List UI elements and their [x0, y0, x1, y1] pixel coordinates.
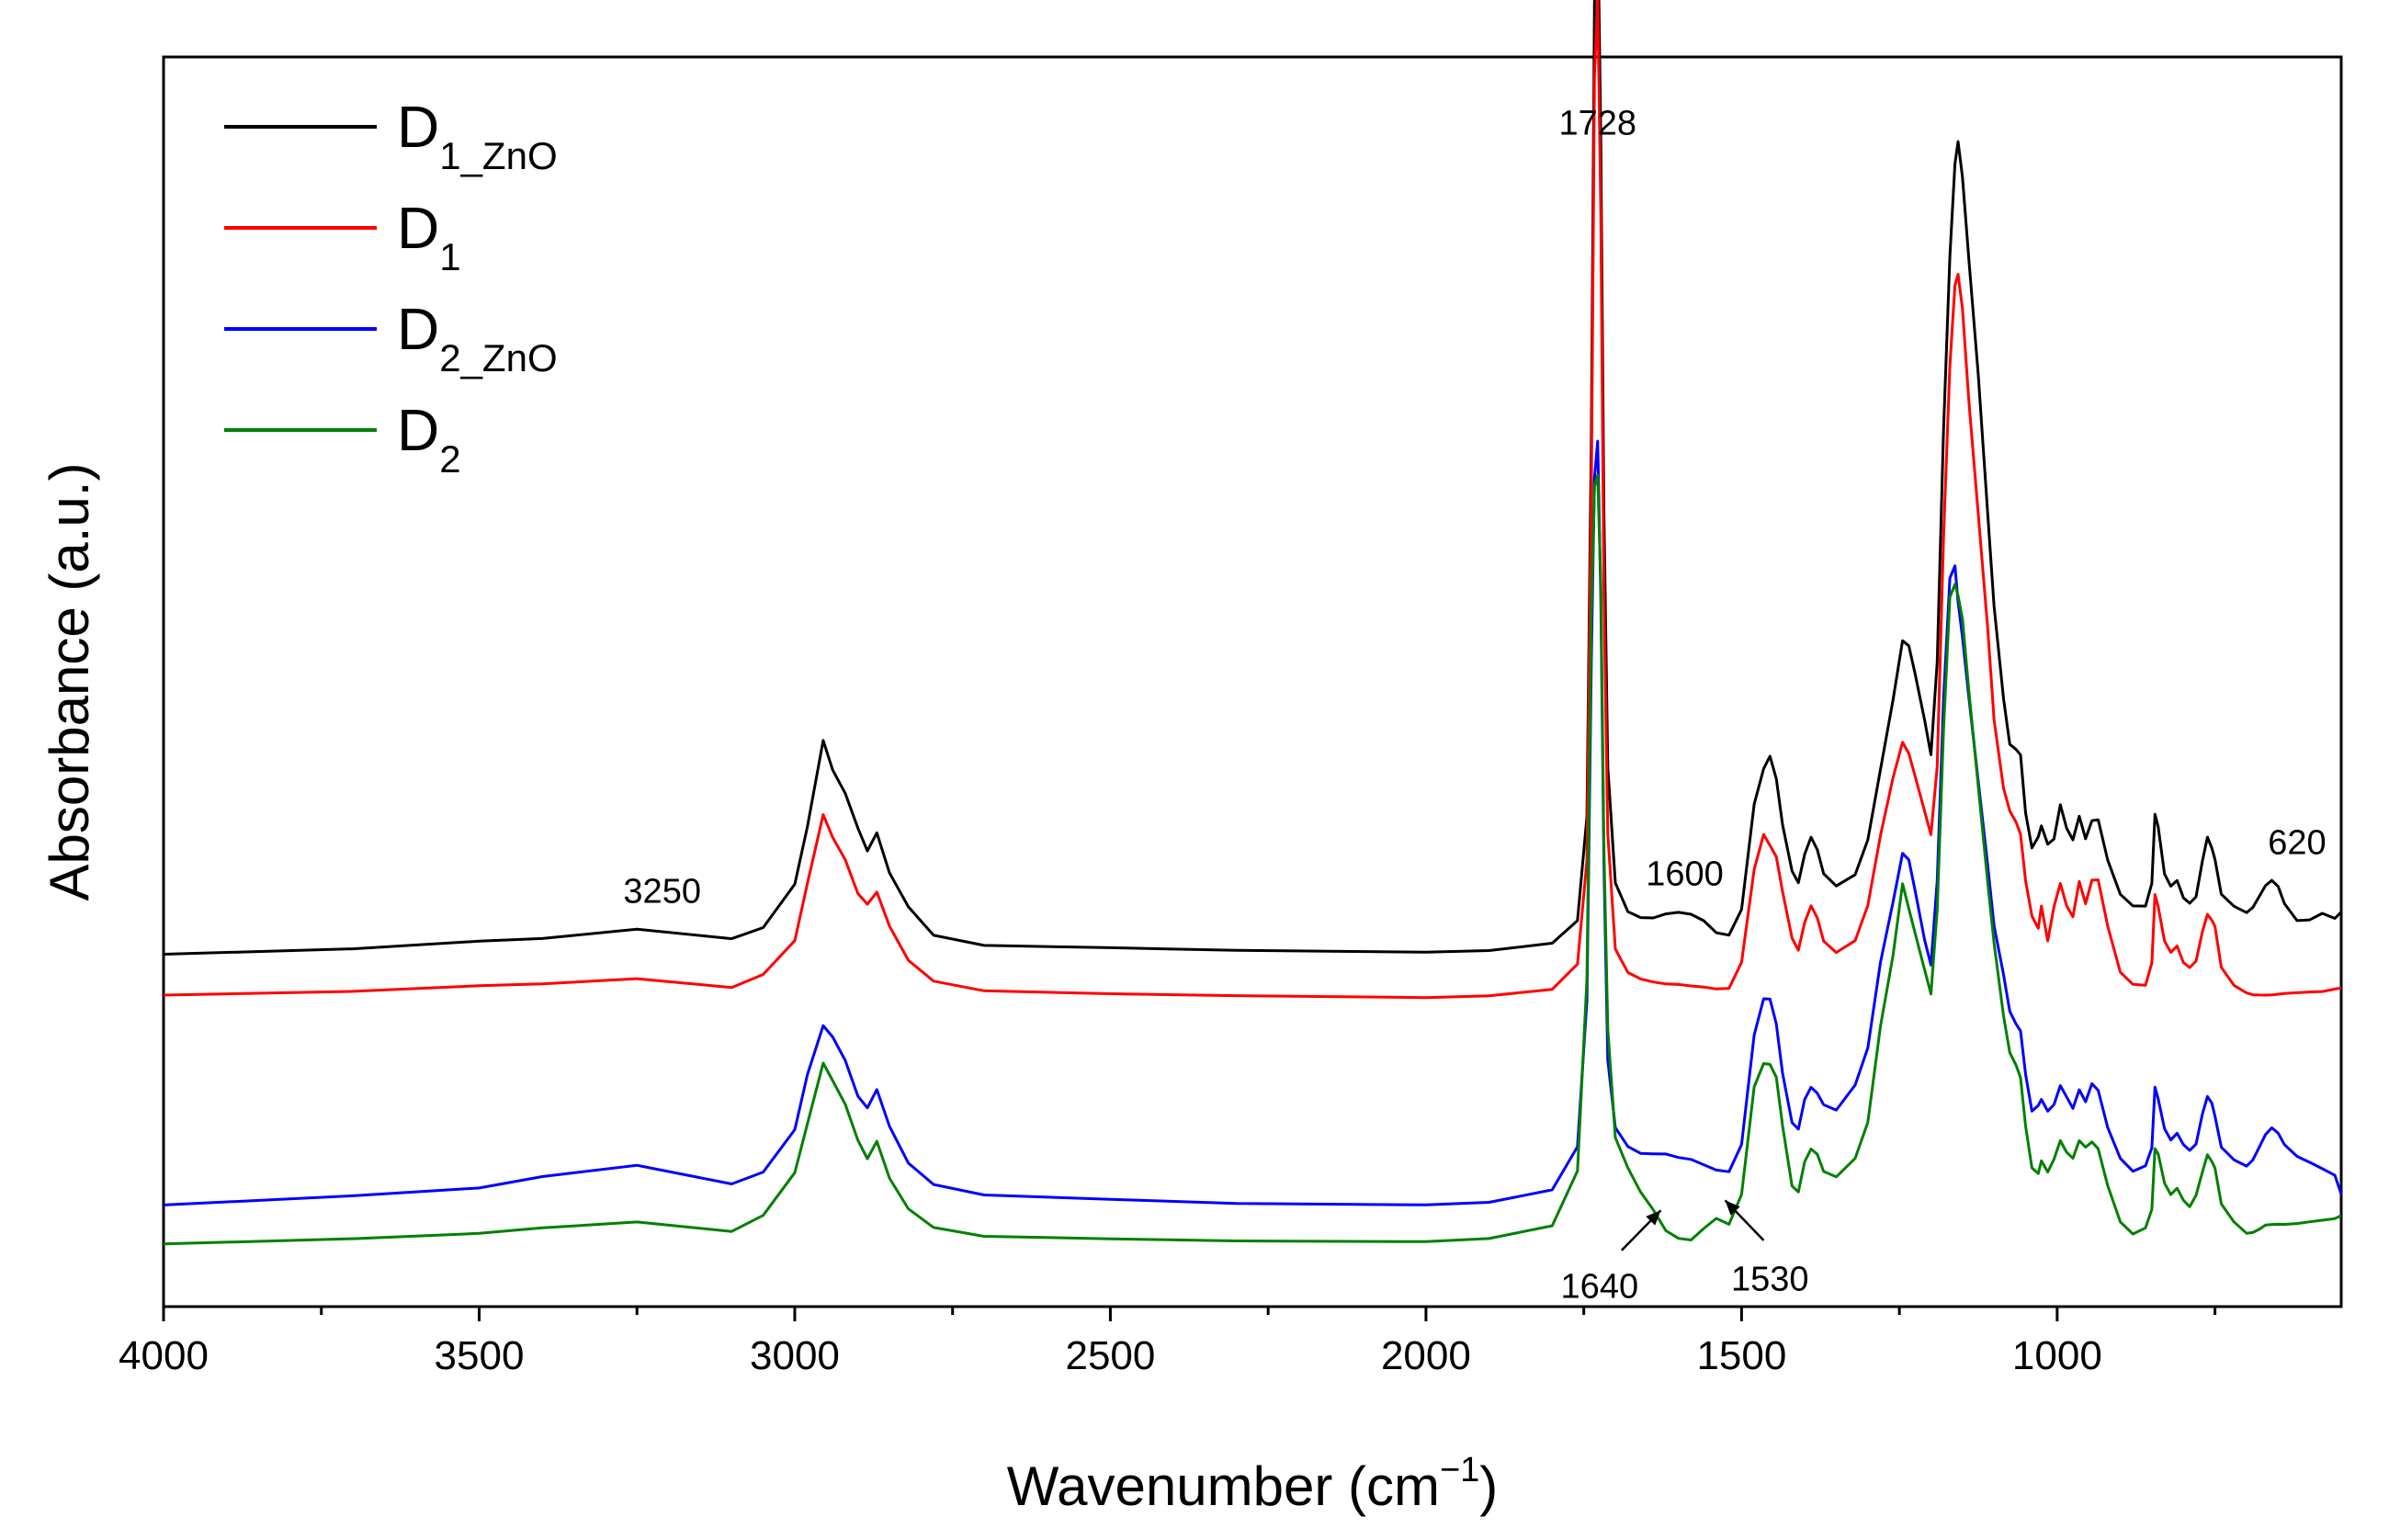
x-tick-label: 3500 — [435, 1333, 525, 1378]
legend-name: D — [397, 195, 439, 261]
arrow-1530-head — [1725, 1200, 1740, 1216]
legend-subscript: 2_ZnO — [439, 336, 557, 379]
peak-annotations: 1728 3250 1600 620 1640 1530 — [623, 104, 2326, 1306]
x-tick-label: 2000 — [1381, 1333, 1471, 1378]
legend-subscript: 1_ZnO — [439, 134, 557, 177]
legend-name: D — [397, 296, 439, 362]
x-tick-label: 4000 — [119, 1333, 209, 1378]
x-tick-label: 1000 — [2012, 1333, 2102, 1378]
arrow-1640-head — [1646, 1210, 1661, 1226]
series-lines — [163, 0, 2343, 1246]
x-tick-label: 1500 — [1696, 1333, 1786, 1378]
series-line-d-2 — [163, 473, 2342, 1246]
series-line-d-2-zno — [163, 439, 2343, 1206]
legend-subscript: 2 — [439, 437, 460, 481]
x-axis-title-main: Wavenumber (cm — [1007, 1455, 1440, 1517]
legend-subscript: 1 — [439, 235, 460, 278]
x-tick-label: 3000 — [750, 1333, 840, 1378]
legend-entry-3: D2 — [397, 397, 461, 481]
series-line-d-1 — [163, 0, 2342, 1000]
x-axis: 4000 3500 3000 2500 2000 1500 1000 — [119, 1307, 2217, 1378]
series-line-d-1-zno — [163, 0, 2343, 956]
x-axis-title-close: ) — [1479, 1455, 1498, 1517]
x-tick-label: 2500 — [1065, 1333, 1155, 1378]
x-axis-title-sup: −1 — [1440, 1451, 1479, 1489]
legend-entry-0: D1_ZnO — [397, 94, 558, 177]
annotation-1600: 1600 — [1646, 855, 1724, 894]
legend-entry-1: D1 — [397, 195, 461, 278]
legend-entry-2: D2_ZnO — [397, 296, 558, 379]
y-axis-title: Absorbance (a.u.) — [39, 463, 100, 901]
x-axis-title: Wavenumber (cm−1) — [1007, 1451, 1499, 1517]
annotation-620: 620 — [2268, 824, 2326, 863]
legend-name: D — [397, 94, 439, 160]
annotation-3250: 3250 — [623, 873, 701, 912]
annotation-1530: 1530 — [1731, 1260, 1809, 1298]
plot-frame — [162, 55, 2343, 1308]
legend-name: D — [397, 397, 439, 463]
annotation-1728: 1728 — [1558, 104, 1636, 142]
annotation-1640: 1640 — [1561, 1267, 1639, 1306]
